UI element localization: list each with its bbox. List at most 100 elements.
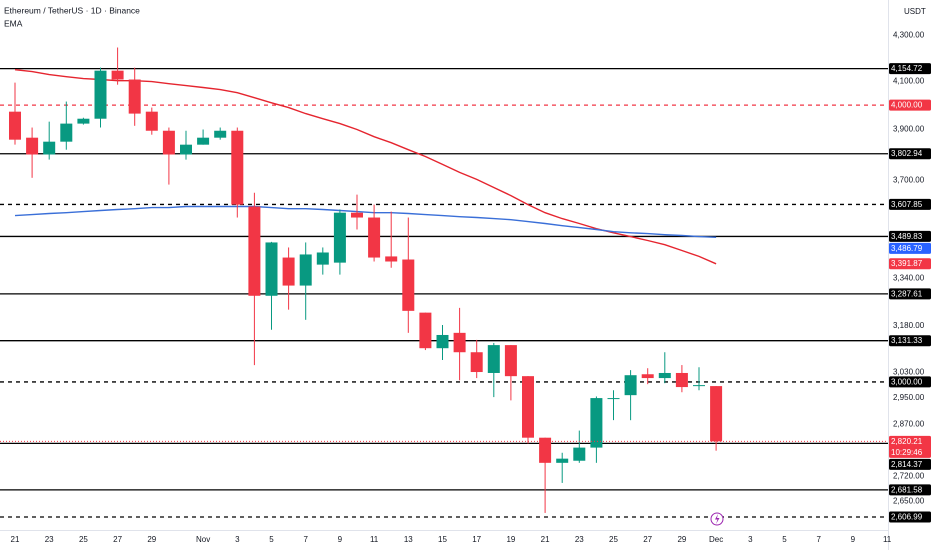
x-tick-label: 5	[782, 535, 787, 544]
y-tick-label: 4,100.00	[893, 77, 925, 86]
x-tick-label: 11	[370, 535, 379, 544]
x-tick-label: 5	[269, 535, 274, 544]
price-tag-label: 3,131.33	[891, 336, 923, 345]
candle-body	[77, 118, 90, 124]
price-tag-label: 3,000.00	[891, 377, 923, 386]
x-tick-label: 3	[235, 535, 240, 544]
price-tag: 3,000.00	[889, 376, 931, 388]
price-tag-box	[889, 242, 931, 254]
x-tick-label: Nov	[196, 535, 210, 544]
price-tag: 3,391.87	[889, 258, 931, 270]
price-tag-label: 3,287.61	[891, 289, 923, 298]
x-tick-label: 29	[147, 535, 156, 544]
candle-body	[299, 254, 312, 286]
candle-body	[111, 70, 124, 80]
price-tag-label: 3,391.87	[891, 259, 923, 268]
x-tick-label: 13	[404, 535, 413, 544]
candle-body	[658, 372, 671, 379]
x-tick-label: Dec	[709, 535, 723, 544]
chart-title: Ethereum / TetherUS · 1D · Binance	[4, 5, 140, 15]
price-tag: 3,287.61	[889, 288, 931, 300]
candle-body	[436, 334, 449, 349]
price-tag-box	[889, 511, 931, 523]
x-tick-label: 25	[609, 535, 618, 544]
candle-body	[333, 212, 346, 263]
candle-body	[607, 398, 620, 400]
price-tag: 4,000.00	[889, 99, 931, 111]
candle-body	[145, 111, 158, 131]
plot-area	[0, 47, 888, 518]
candle-body	[675, 372, 688, 388]
price-tag-label: 3,489.83	[891, 232, 923, 241]
candle-body	[265, 242, 278, 296]
candle-body	[162, 130, 175, 155]
x-tick-label: 21	[11, 535, 20, 544]
alert-icon[interactable]	[710, 512, 724, 526]
price-tag-box	[889, 288, 931, 300]
price-tag: 3,489.83	[889, 230, 931, 242]
candle-body	[214, 130, 227, 138]
x-tick-label: 9	[851, 535, 856, 544]
price-tag-label: 3,486.79	[891, 244, 923, 253]
candle-body	[351, 212, 363, 218]
price-tag: 2,814.37	[889, 458, 931, 470]
price-tag: 2,681.58	[889, 484, 931, 496]
y-tick-label: 2,950.00	[893, 393, 925, 402]
price-tag-label: 4,000.00	[891, 101, 923, 110]
candle-body	[522, 376, 534, 438]
candle-body	[368, 217, 381, 258]
price-tag-box	[889, 63, 931, 75]
y-tick-label: 3,900.00	[893, 125, 925, 134]
x-tick-label: 29	[677, 535, 686, 544]
candle-body	[693, 385, 705, 387]
candle-body	[504, 345, 517, 377]
candle-body	[573, 447, 586, 461]
price-tag: 3,486.79	[889, 242, 931, 254]
price-tag-label: 10:29:46	[891, 448, 923, 457]
x-tick-label: 3	[748, 535, 753, 544]
candle-body	[641, 374, 654, 379]
x-tick-label: 11	[883, 535, 892, 544]
candle-body	[539, 437, 552, 463]
price-tag-label: 4,154.72	[891, 64, 923, 73]
candle-body	[316, 252, 329, 265]
y-tick-label: 3,340.00	[893, 274, 925, 283]
price-tag-box	[889, 376, 931, 388]
indicator-label[interactable]: EMA	[4, 18, 23, 28]
price-tag: 3,607.85	[889, 198, 931, 210]
x-tick-label: 17	[472, 535, 481, 544]
price-tag-label: 2,606.99	[891, 512, 923, 521]
candle-body	[248, 206, 261, 296]
y-tick-label: 2,650.00	[893, 496, 925, 505]
candle-body	[180, 144, 192, 155]
y-tick-label: 3,700.00	[893, 175, 925, 184]
price-tag-box	[889, 458, 931, 470]
candle-body	[128, 79, 141, 114]
price-tag: 3,131.33	[889, 335, 931, 347]
candle-body	[624, 375, 637, 396]
x-tick-label: 27	[643, 535, 652, 544]
price-tag: 2,606.99	[889, 511, 931, 523]
candle-body	[470, 352, 483, 373]
candle-body	[9, 111, 21, 140]
candle-body	[402, 259, 415, 311]
candle-body	[43, 141, 56, 155]
candle-body	[487, 345, 500, 373]
candle-body	[710, 386, 723, 442]
price-tag-box	[889, 230, 931, 242]
y-tick-label: 3,180.00	[893, 321, 925, 330]
x-tick-label: 27	[113, 535, 122, 544]
price-tag: 3,802.94	[889, 148, 931, 160]
x-tick-label: 7	[303, 535, 308, 544]
price-tag-box	[889, 435, 931, 458]
x-tick-label: 15	[438, 535, 447, 544]
candle-body	[419, 312, 432, 349]
candle-body	[453, 332, 466, 353]
candle-body	[197, 137, 210, 145]
ema-line	[14, 205, 717, 238]
price-tag-label: 3,802.94	[891, 149, 923, 158]
candle-body	[231, 130, 244, 205]
candle-body	[385, 256, 398, 262]
